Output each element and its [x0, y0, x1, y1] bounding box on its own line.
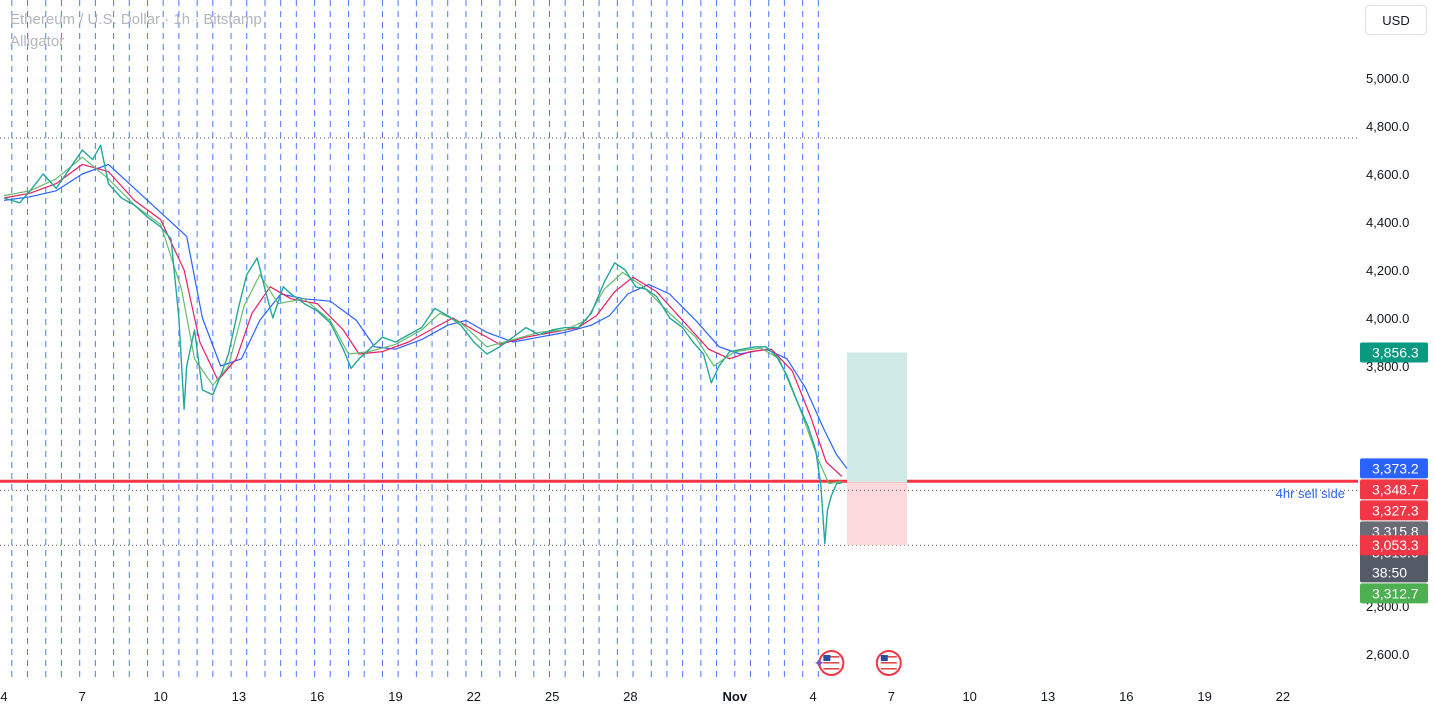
price-tag[interactable]: 3,312.7 — [1360, 583, 1428, 604]
price-line — [3, 144, 842, 545]
y-tick-label: 5,000.0 — [1366, 71, 1409, 86]
x-tick-label: 16 — [1119, 689, 1133, 704]
price-tag-label: 3,312.7 — [1372, 585, 1419, 601]
price-tag[interactable]: 3,856.3 — [1360, 342, 1428, 363]
x-tick-label: Nov — [723, 689, 748, 704]
price-tag-label: 3,327.3 — [1372, 502, 1419, 518]
x-tick-label: 16 — [310, 689, 324, 704]
x-tick-label: 25 — [545, 689, 559, 704]
price-tag[interactable]: 3,053.3 — [1360, 535, 1428, 556]
price-tag-bg — [1360, 535, 1428, 556]
flag-stripe — [880, 659, 897, 661]
flag-stripe — [880, 662, 897, 664]
countdown-label: 38:50 — [1372, 564, 1407, 580]
x-tick-label: 10 — [153, 689, 167, 704]
x-tick-label: 28 — [623, 689, 637, 704]
us-flag-event-icon[interactable] — [818, 650, 845, 676]
flag-stripe — [823, 662, 840, 664]
flag-stripe — [880, 665, 897, 667]
x-tick-label: 19 — [1197, 689, 1211, 704]
price-tag-label: 3,373.2 — [1372, 460, 1419, 476]
y-tick-label: 4,000.0 — [1366, 311, 1409, 326]
alligator-jaw-line — [3, 163, 848, 469]
y-tick-label: 4,800.0 — [1366, 119, 1409, 134]
x-tick-label: 7 — [79, 689, 86, 704]
x-tick-label: 4 — [809, 689, 816, 704]
currency-button[interactable]: USD — [1365, 5, 1427, 35]
loss-zone[interactable] — [847, 482, 908, 546]
y-tick-label: 4,600.0 — [1366, 167, 1409, 182]
y-tick-label: 2,600.0 — [1366, 647, 1409, 662]
sell-side-annotation[interactable]: 4hr sell side — [1276, 486, 1345, 501]
y-tick-label: 3,800.0 — [1366, 359, 1409, 374]
price-tag-bg — [1360, 500, 1428, 521]
price-tag[interactable]: 3,348.7 — [1360, 479, 1428, 500]
price-tag-label: 3,348.7 — [1372, 481, 1419, 497]
flag-canton — [880, 655, 888, 661]
flag-canton — [823, 655, 831, 661]
x-tick-label: 4 — [0, 689, 7, 704]
flag-stripe — [823, 665, 840, 667]
price-tag-bg — [1360, 458, 1428, 479]
x-tick-label: 13 — [232, 689, 246, 704]
x-tick-label: 22 — [467, 689, 481, 704]
price-tag[interactable]: 3,327.3 — [1360, 500, 1428, 521]
sparkle-icon[interactable]: ✦ — [813, 656, 825, 672]
price-tag-bg — [1360, 342, 1428, 363]
x-tick-label: 19 — [388, 689, 402, 704]
x-tick-label: 13 — [1041, 689, 1055, 704]
x-tick-label: 22 — [1276, 689, 1290, 704]
price-tag-label: 3,856.3 — [1372, 344, 1419, 360]
y-tick-label: 4,400.0 — [1366, 215, 1409, 230]
x-tick-label: 7 — [888, 689, 895, 704]
flag-stripe — [823, 668, 840, 670]
flag-stripe — [823, 659, 840, 661]
x-tick-label: 10 — [962, 689, 976, 704]
flag-stripe — [823, 656, 840, 658]
price-tag[interactable]: 3,373.2 — [1360, 458, 1428, 479]
price-tag-label: 3,053.3 — [1372, 537, 1419, 553]
profit-zone[interactable] — [847, 352, 908, 483]
price-tag-bg — [1360, 583, 1428, 604]
y-tick-label: 4,200.0 — [1366, 263, 1409, 278]
price-tag-bg — [1360, 479, 1428, 500]
indicator-label[interactable]: Alligator — [10, 33, 65, 50]
us-flag-event-icon[interactable] — [875, 650, 902, 676]
chart-title: Ethereum / U.S. Dollar · 1h · Bitstamp — [10, 11, 262, 28]
flag-stripe — [880, 668, 897, 670]
flag-stripe — [880, 656, 897, 658]
